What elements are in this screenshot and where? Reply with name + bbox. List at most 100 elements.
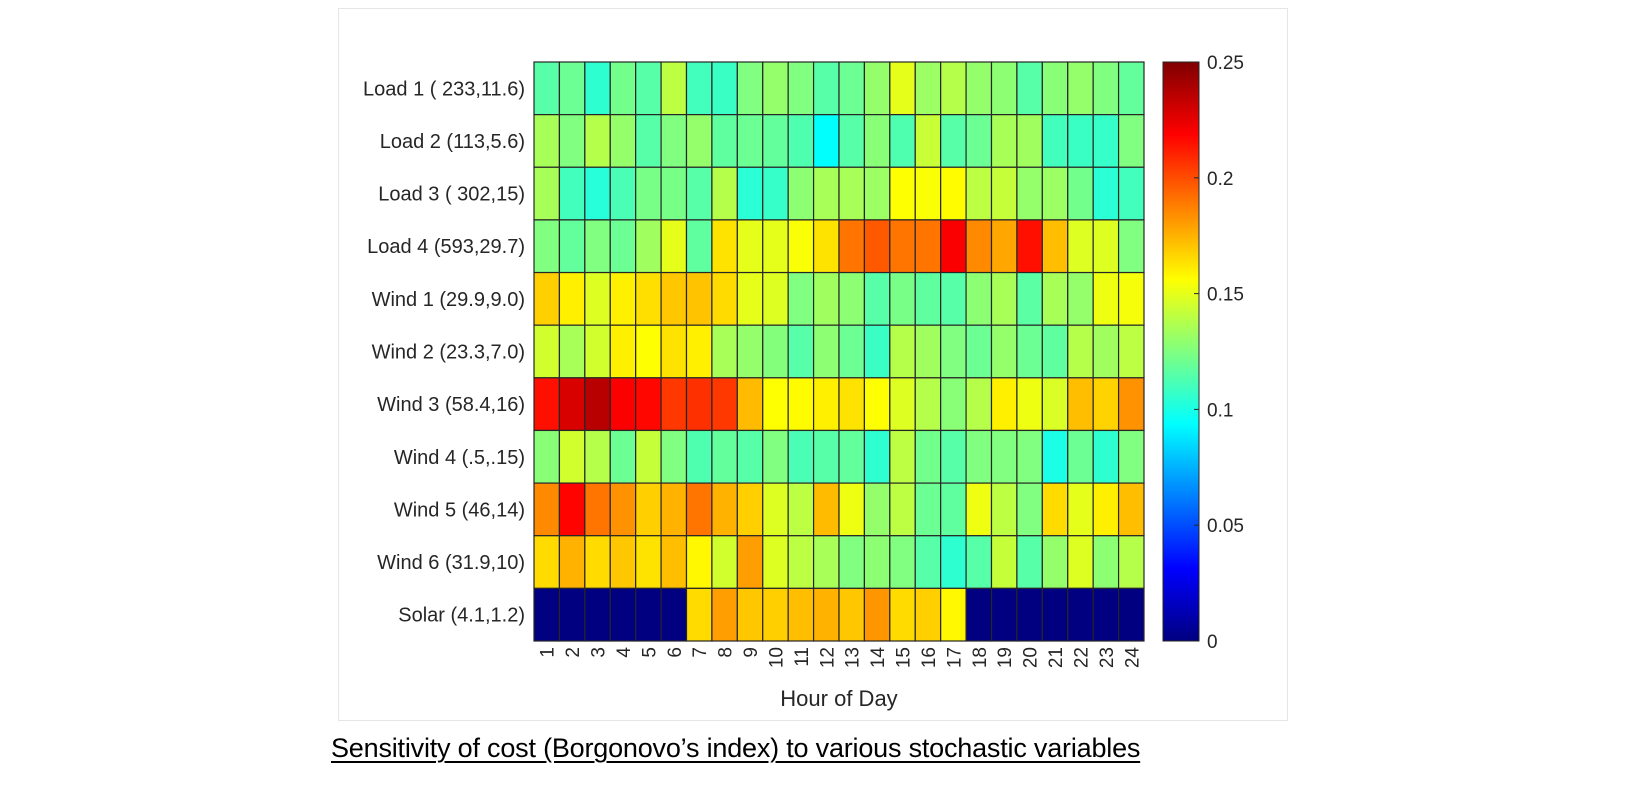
colorbar-tick-label: 0.25	[1207, 53, 1244, 74]
heatmap-cells	[533, 61, 1145, 642]
heatmap-cell	[660, 377, 688, 432]
heatmap-cell	[1092, 219, 1120, 274]
heatmap-cell	[940, 61, 967, 116]
heatmap-cell	[1041, 324, 1069, 379]
heatmap-cell	[660, 166, 688, 221]
heatmap-cell	[1067, 377, 1094, 432]
heatmap-cell	[940, 587, 967, 642]
heatmap-cell	[889, 324, 916, 379]
heatmap-cell	[635, 61, 662, 116]
heatmap-cell	[889, 219, 916, 274]
heatmap-cell	[558, 219, 586, 274]
heatmap-cell	[558, 429, 586, 484]
heatmap-cell	[584, 271, 611, 326]
heatmap-cell	[736, 587, 764, 642]
heatmap-cell	[533, 377, 561, 432]
x-tick-label: 9	[741, 647, 762, 658]
heatmap-cell	[1041, 429, 1069, 484]
heatmap-cell	[1067, 271, 1094, 326]
heatmap-cell	[1067, 587, 1094, 642]
heatmap-cell	[584, 482, 611, 537]
y-tick-label: Solar (4.1,1.2)	[398, 605, 525, 627]
heatmap-cell	[685, 166, 713, 221]
heatmap-cell	[660, 429, 688, 484]
heatmap-cell	[711, 114, 738, 168]
heatmap-cell	[660, 271, 688, 326]
heatmap-cell	[584, 377, 611, 432]
heatmap-cell	[940, 166, 967, 221]
heatmap-cell	[990, 166, 1018, 221]
heatmap-cell	[914, 535, 942, 589]
heatmap-cell	[584, 535, 611, 589]
heatmap-cell	[889, 482, 916, 537]
heatmap-cell	[1117, 61, 1145, 116]
heatmap-cell	[660, 61, 688, 116]
heatmap-cell	[965, 324, 993, 379]
x-tick-label: 22	[1072, 647, 1093, 668]
heatmap-cell	[838, 61, 866, 116]
heatmap-cell	[812, 61, 840, 116]
heatmap-cell	[685, 587, 713, 642]
heatmap-cell	[533, 587, 561, 642]
heatmap-cell	[990, 324, 1018, 379]
heatmap-cell	[914, 377, 942, 432]
heatmap-cell	[1067, 324, 1094, 379]
heatmap-cell	[1041, 482, 1069, 537]
heatmap-cell	[863, 61, 891, 116]
heatmap-cell	[838, 377, 866, 432]
y-tick-label: Wind 5 (46,14)	[394, 499, 525, 521]
heatmap-cell	[584, 219, 611, 274]
y-tick-label: Load 3 ( 302,15)	[378, 184, 525, 206]
heatmap-cell	[533, 166, 561, 221]
heatmap-cell	[1041, 377, 1069, 432]
heatmap-cell	[812, 114, 840, 168]
heatmap-cell	[736, 482, 764, 537]
heatmap-cell	[990, 587, 1018, 642]
heatmap-cell	[940, 219, 967, 274]
heatmap-cell	[914, 324, 942, 379]
heatmap-cell	[1041, 587, 1069, 642]
heatmap-cell	[940, 482, 967, 537]
heatmap-cell	[787, 587, 815, 642]
heatmap-cell	[889, 271, 916, 326]
heatmap-cell	[762, 271, 789, 326]
heatmap-cell	[1041, 219, 1069, 274]
heatmap-cell	[1117, 587, 1145, 642]
heatmap-cell	[787, 482, 815, 537]
heatmap-cell	[609, 219, 637, 274]
colorbar-tick-label: 0	[1207, 632, 1218, 653]
heatmap-cell	[1067, 114, 1094, 168]
heatmap-cell	[1016, 114, 1043, 168]
heatmap-cell	[838, 271, 866, 326]
heatmap-cell	[1016, 535, 1043, 589]
heatmap-cell	[1117, 429, 1145, 484]
heatmap-cell	[1092, 166, 1120, 221]
heatmap-cell	[1016, 429, 1043, 484]
heatmap-cell	[863, 219, 891, 274]
heatmap-cell	[863, 324, 891, 379]
heatmap-cell	[940, 535, 967, 589]
heatmap-cell	[838, 482, 866, 537]
colorbar-tick-label: 0.2	[1207, 169, 1233, 190]
heatmap-cell	[685, 61, 713, 116]
heatmap-cell	[685, 219, 713, 274]
heatmap-cell	[711, 429, 738, 484]
x-tick-label: 5	[639, 647, 660, 658]
x-tick-label: 11	[792, 647, 813, 667]
heatmap-cell	[685, 429, 713, 484]
heatmap-cell	[711, 271, 738, 326]
heatmap-cell	[990, 114, 1018, 168]
heatmap-cell	[863, 535, 891, 589]
heatmap-cell	[965, 482, 993, 537]
heatmap-cell	[584, 429, 611, 484]
heatmap-cell	[812, 324, 840, 379]
y-tick-labels: Load 1 ( 233,11.6) Load 2 (113,5.6) Load 3…	[363, 78, 525, 626]
heatmap-cell	[711, 324, 738, 379]
heatmap-cell	[965, 271, 993, 326]
heatmap-cell	[812, 166, 840, 221]
heatmap-cell	[1117, 219, 1145, 274]
heatmap-cell	[863, 271, 891, 326]
heatmap-cell	[965, 377, 993, 432]
heatmap-cell	[838, 114, 866, 168]
heatmap-cell	[533, 535, 561, 589]
